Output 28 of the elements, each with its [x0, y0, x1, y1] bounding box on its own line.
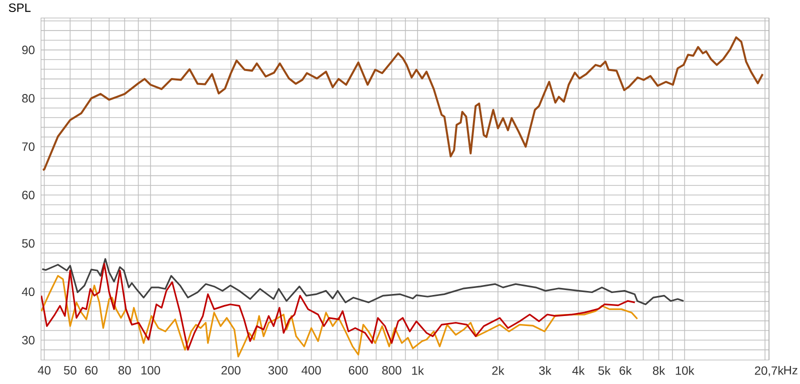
y-tick-label: 90	[22, 46, 35, 54]
x-tick-label: 3k	[539, 366, 552, 375]
x-axis-title: Hz	[784, 366, 798, 374]
x-tick-label: 20,7k	[754, 366, 784, 376]
x-tick-label: 60	[85, 366, 98, 375]
y-tick-label: 30	[22, 336, 35, 344]
y-tick-label: 80	[22, 94, 35, 103]
x-tick-label: 800	[382, 366, 402, 375]
x-tick-label: 2k	[492, 366, 504, 375]
y-tick-label: 40	[22, 288, 35, 296]
x-tick-label: 80	[118, 366, 131, 375]
y-axis-title: SPL	[8, 3, 31, 12]
x-tick-label: 400	[302, 366, 321, 375]
y-tick-label: 70	[22, 142, 35, 151]
x-tick-label: 40	[38, 366, 50, 375]
x-tick-label: 100	[141, 366, 160, 375]
x-tick-label: 6k	[620, 366, 632, 375]
x-tick-label: 4k	[572, 366, 585, 375]
x-tick-label: 10k	[676, 366, 694, 375]
x-tick-label: 50	[64, 366, 76, 375]
y-tick-label: 50	[22, 239, 35, 248]
x-tick-label: 8k	[652, 366, 666, 375]
x-tick-label: 1k	[412, 366, 424, 375]
x-tick-label: 5k	[598, 366, 611, 375]
y-tick-label: 60	[22, 190, 35, 200]
x-tick-label: 600	[348, 366, 368, 375]
x-tick-label: 300	[268, 366, 288, 375]
x-tick-label: 200	[222, 366, 240, 375]
